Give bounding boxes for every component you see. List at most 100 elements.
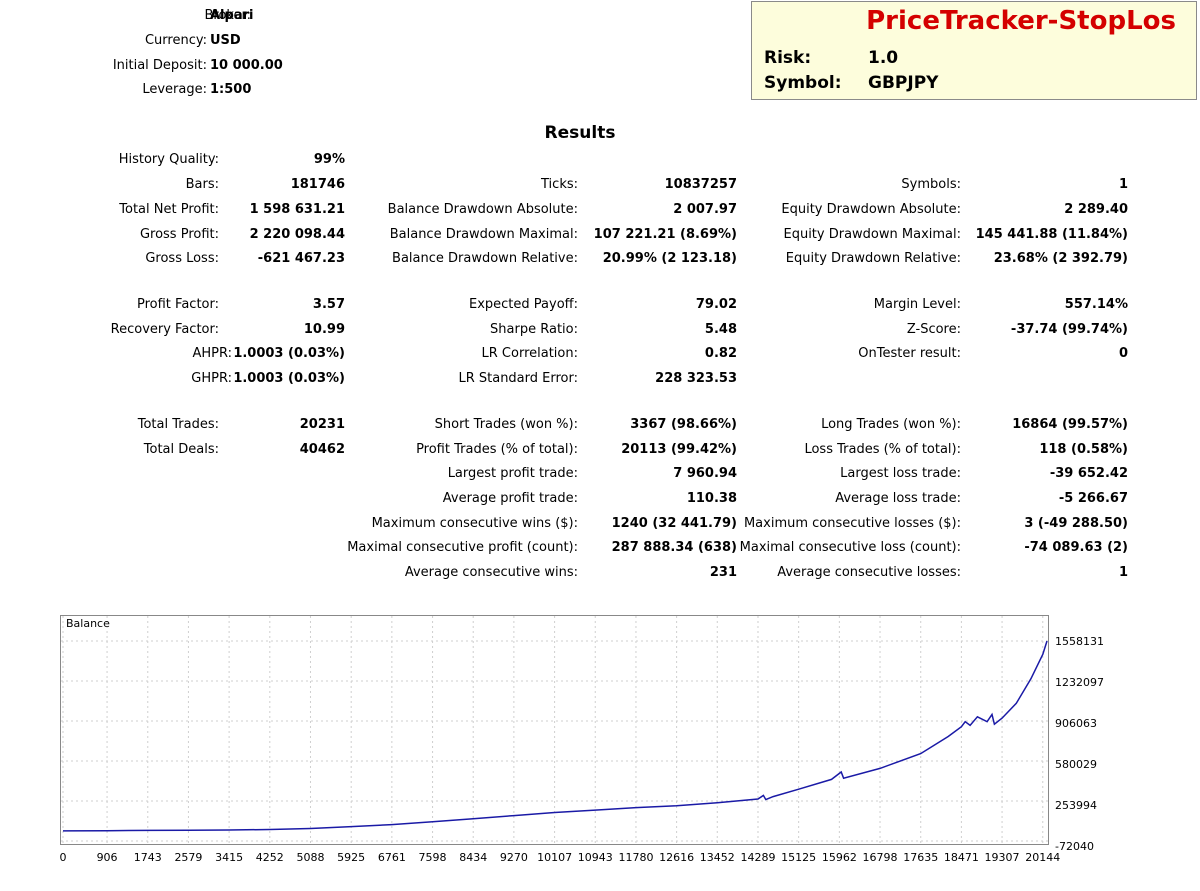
- broker-label: Broker:: [204, 8, 252, 23]
- stat-value: 107 221.21 (8.69%): [593, 227, 737, 242]
- stat-value: 228 323.53: [655, 371, 737, 386]
- stat-value: 1240 (32 441.79): [611, 516, 737, 531]
- stat-value: 3.57: [312, 297, 345, 312]
- stat-value: 3367 (98.66%): [630, 417, 737, 432]
- expert-title: PriceTracker-StopLos: [866, 6, 1176, 36]
- stat-value: 1: [1118, 565, 1128, 580]
- stat-value: 20231: [299, 417, 345, 432]
- stat-label: Balance Drawdown Absolute:: [387, 202, 578, 217]
- x-tick-label: 906: [96, 851, 118, 864]
- stat-label: AHPR:: [192, 346, 232, 361]
- x-tick-label: 0: [59, 851, 67, 864]
- stat-value: 145 441.88 (11.84%): [975, 227, 1128, 242]
- stat-label: Maximal consecutive loss (count):: [739, 540, 961, 555]
- stat-label: Total Deals:: [143, 442, 219, 457]
- x-tick-label: 10107: [537, 851, 573, 864]
- x-tick-label: 13452: [699, 851, 735, 864]
- stat-label: Profit Factor:: [137, 297, 219, 312]
- x-tick-label: 11780: [618, 851, 654, 864]
- y-tick-label: 253994: [1055, 799, 1097, 812]
- leverage-value: 1:500: [210, 82, 252, 97]
- stat-label: Long Trades (won %):: [821, 417, 961, 432]
- stat-value: 16864 (99.57%): [1012, 417, 1128, 432]
- stat-label: Gross Profit:: [139, 227, 219, 242]
- stat-value: 1.0003 (0.03%): [233, 346, 345, 361]
- stat-value: 7 960.94: [673, 466, 737, 481]
- stat-label: GHPR:: [191, 371, 232, 386]
- stat-value: 2 220 098.44: [249, 227, 345, 242]
- stat-value: 110.38: [686, 491, 737, 506]
- stat-value: 23.68% (2 392.79): [993, 251, 1128, 266]
- x-tick-label: 5925: [337, 851, 366, 864]
- stat-label: Balance Drawdown Maximal:: [389, 227, 578, 242]
- stat-label: Average consecutive losses:: [777, 565, 961, 580]
- stat-label: Loss Trades (% of total):: [804, 442, 961, 457]
- x-tick-label: 15125: [781, 851, 817, 864]
- stat-label: Average loss trade:: [835, 491, 961, 506]
- stat-label: Average profit trade:: [442, 491, 578, 506]
- stat-label: Equity Drawdown Absolute:: [781, 202, 961, 217]
- stat-value: 10837257: [664, 177, 737, 192]
- initial-deposit-label: Initial Deposit:: [112, 58, 207, 73]
- stat-value: 2 007.97: [673, 202, 737, 217]
- x-tick-label: 10943: [577, 851, 613, 864]
- stat-label: Short Trades (won %):: [434, 417, 578, 432]
- stat-value: 3 (-49 288.50): [1024, 516, 1128, 531]
- history-quality-label: History Quality:: [118, 152, 219, 167]
- stat-label: Sharpe Ratio:: [490, 322, 578, 337]
- x-tick-label: 3415: [215, 851, 244, 864]
- x-tick-label: 4252: [255, 851, 284, 864]
- history-quality-value: 99%: [313, 152, 345, 167]
- stat-label: Bars:: [185, 177, 219, 192]
- stat-value: 0: [1118, 346, 1128, 361]
- stat-label: LR Standard Error:: [458, 371, 578, 386]
- stat-label: Margin Level:: [873, 297, 961, 312]
- stat-label: Equity Drawdown Relative:: [785, 251, 961, 266]
- stat-value: 79.02: [695, 297, 737, 312]
- x-tick-label: 15962: [821, 851, 857, 864]
- x-tick-label: 2579: [174, 851, 203, 864]
- stat-label: Gross Loss:: [145, 251, 219, 266]
- stat-value: 20.99% (2 123.18): [602, 251, 737, 266]
- stat-value: 1 598 631.21: [249, 202, 345, 217]
- y-tick-label: 1558131: [1055, 635, 1104, 648]
- stat-value: 5.48: [704, 322, 737, 337]
- stat-label: Total Net Profit:: [119, 202, 219, 217]
- x-tick-label: 7598: [418, 851, 447, 864]
- stat-value: 1.0003 (0.03%): [233, 371, 345, 386]
- stat-value: 1: [1118, 177, 1128, 192]
- results-title: Results: [544, 123, 616, 143]
- stat-value: -5 266.67: [1058, 491, 1128, 506]
- stat-value: 231: [709, 565, 737, 580]
- stat-label: Maximal consecutive profit (count):: [347, 540, 578, 555]
- x-tick-label: 12616: [659, 851, 695, 864]
- stat-label: Recovery Factor:: [110, 322, 219, 337]
- stat-value: -74 089.63 (2): [1024, 540, 1128, 555]
- x-tick-label: 17635: [903, 851, 939, 864]
- x-tick-label: 1743: [133, 851, 162, 864]
- stat-label: OnTester result:: [858, 346, 961, 361]
- stat-label: Expected Payoff:: [469, 297, 578, 312]
- stat-label: Profit Trades (% of total):: [416, 442, 578, 457]
- stat-label: Maximum consecutive losses ($):: [743, 516, 961, 531]
- y-tick-label: 1232097: [1055, 676, 1104, 689]
- stat-value: 10.99: [303, 322, 345, 337]
- stat-label: Ticks:: [541, 177, 578, 192]
- x-tick-label: 6761: [377, 851, 406, 864]
- x-tick-label: 5088: [296, 851, 325, 864]
- currency-value: USD: [210, 33, 241, 48]
- x-tick-label: 9270: [499, 851, 528, 864]
- balance-chart-plot: [61, 616, 1048, 844]
- stat-label: Total Trades:: [137, 417, 219, 432]
- stat-value: 40462: [299, 442, 345, 457]
- stat-value: 557.14%: [1064, 297, 1128, 312]
- risk-value: 1.0: [868, 48, 899, 68]
- stat-label: Largest loss trade:: [840, 466, 961, 481]
- stat-value: 287 888.34 (638): [611, 540, 737, 555]
- initial-deposit-value: 10 000.00: [210, 58, 283, 73]
- stat-value: 20113 (99.42%): [621, 442, 737, 457]
- symbol-value: GBPJPY: [868, 73, 939, 93]
- broker-value: Alpari: [210, 8, 254, 23]
- x-tick-label: 16798: [862, 851, 898, 864]
- stat-label: Balance Drawdown Relative:: [392, 251, 578, 266]
